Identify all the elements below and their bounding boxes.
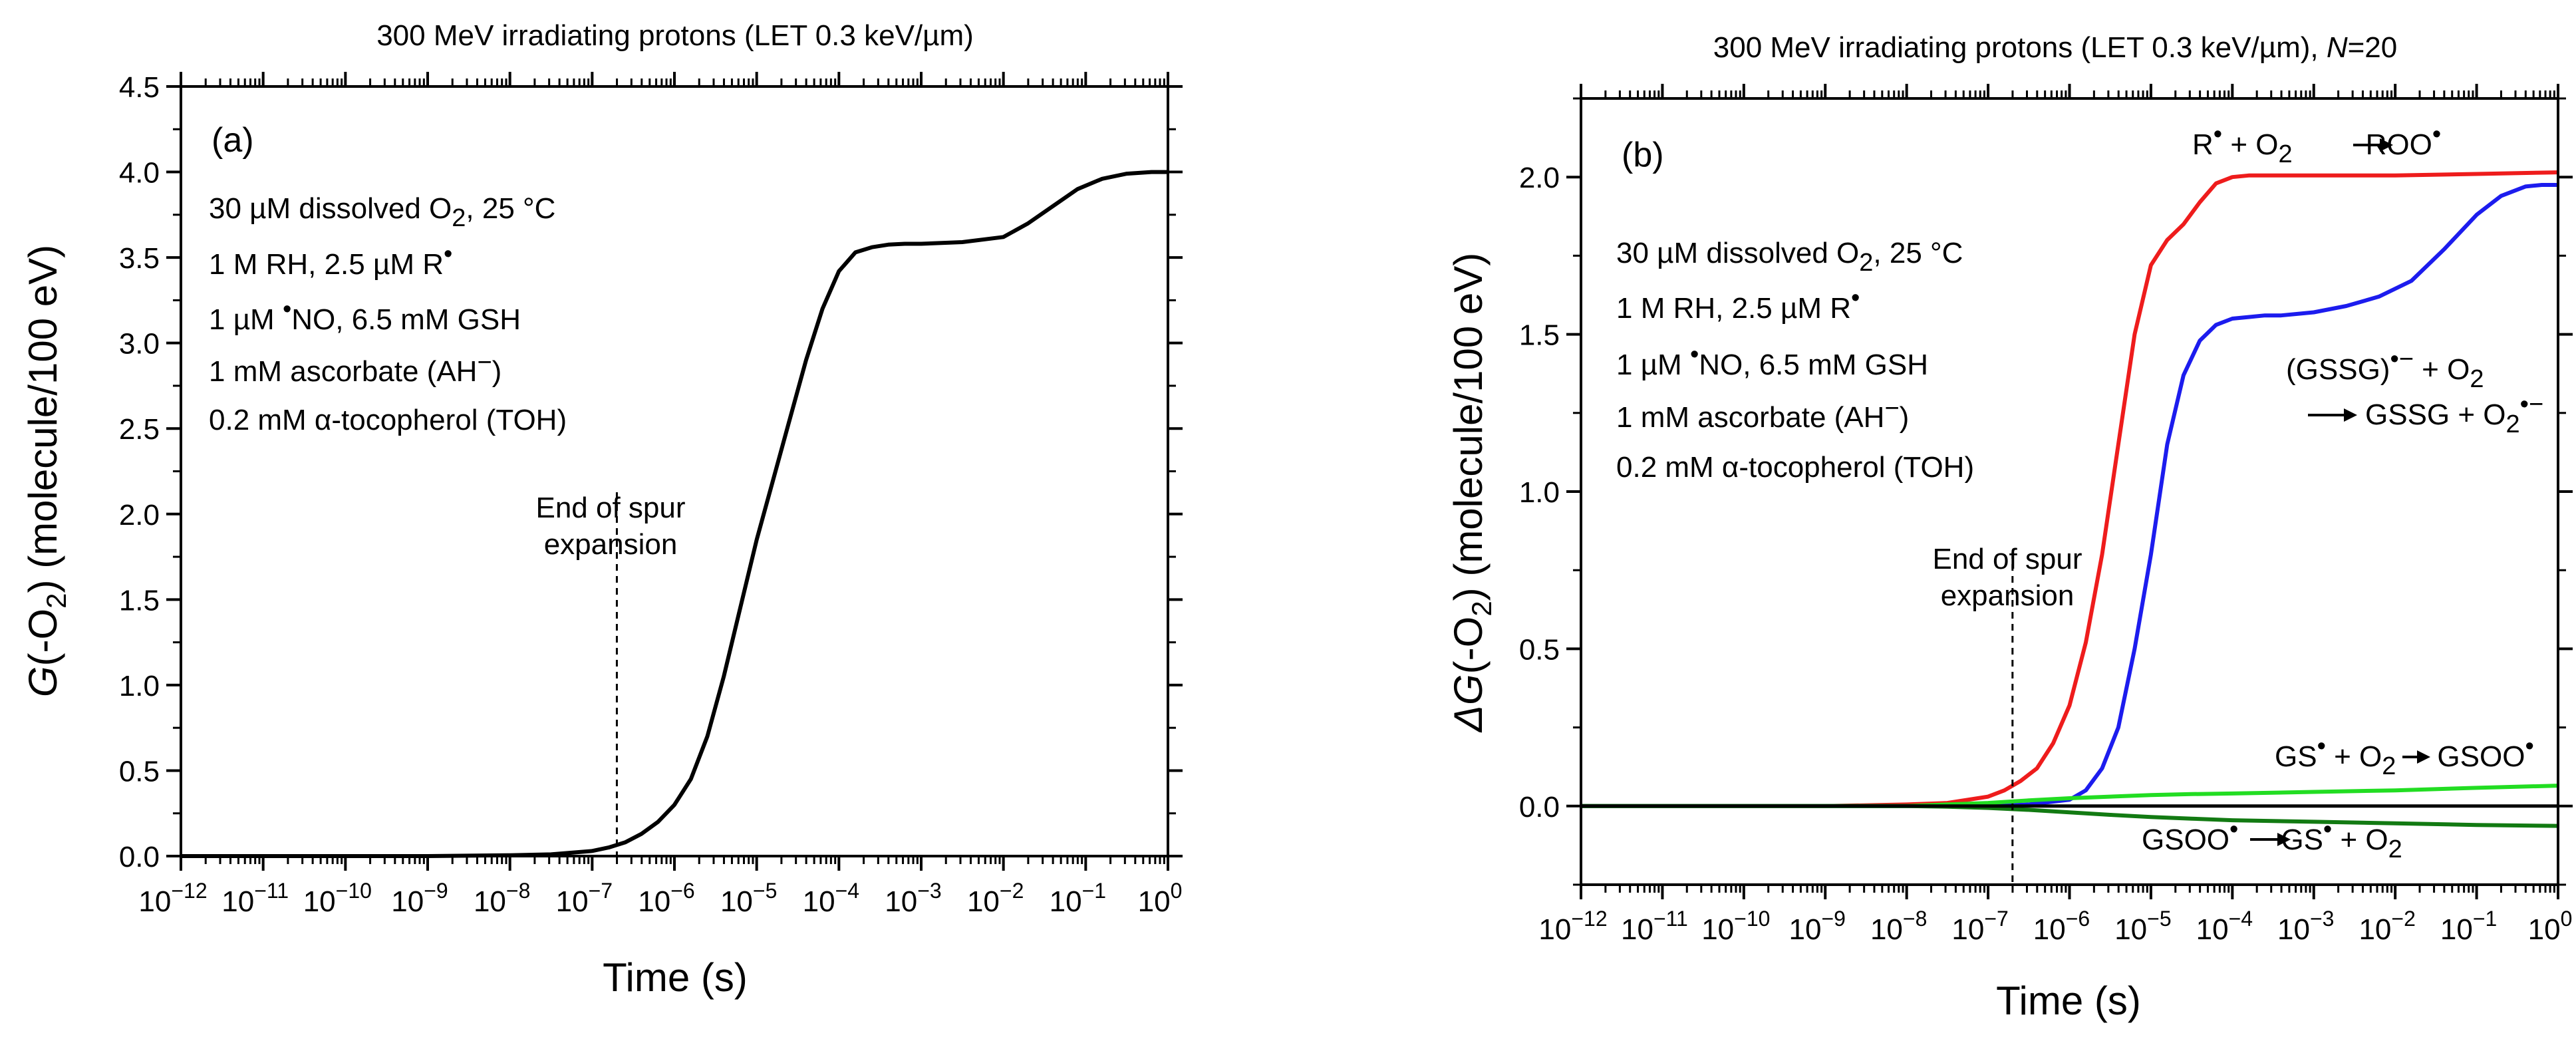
x-tick-label: 10−10 bbox=[303, 879, 372, 918]
y-tick-label: 2.0 bbox=[119, 499, 160, 531]
y-tick-label: 1.5 bbox=[119, 584, 160, 617]
condition-a-5: 0.2 mM α-tocopherol (TOH) bbox=[209, 404, 567, 436]
reaction-label-gssg-2: GSSG + O2•− bbox=[2365, 390, 2543, 438]
x-tick-label: 10−8 bbox=[474, 879, 530, 918]
spur-marker-label-a-2: expansion bbox=[544, 528, 678, 561]
spur-marker-label-b-1: End of spur bbox=[1932, 543, 2082, 575]
y-tick-label: 0.0 bbox=[119, 841, 160, 873]
x-tick-label: 10−11 bbox=[1621, 907, 1688, 946]
x-axis-label-b: Time (s) bbox=[1996, 978, 2141, 1023]
reaction-label-r-roo: R• + O2 ROO• bbox=[2192, 120, 2441, 168]
y-tick-label: 2.0 bbox=[1519, 162, 1560, 194]
y-tick-label: 1.0 bbox=[119, 670, 160, 702]
arrow-gssg-head bbox=[2344, 408, 2357, 422]
x-tick-label: 10−7 bbox=[556, 879, 613, 918]
y-axis-label-a: G(-O2) (molecule/100 eV) bbox=[21, 245, 72, 697]
y-tick-label: 0.5 bbox=[119, 755, 160, 788]
condition-b-5: 0.2 mM α-tocopherol (TOH) bbox=[1616, 451, 1974, 484]
y-tick-label: 4.0 bbox=[119, 157, 160, 190]
y-tick-label: 3.5 bbox=[119, 242, 160, 275]
chart-title-b: 300 MeV irradiating protons (LET 0.3 keV… bbox=[1713, 31, 2398, 64]
y-tick-label: 1.5 bbox=[1519, 319, 1560, 352]
y-tick-label: 0.0 bbox=[1519, 791, 1560, 823]
x-tick-label: 10−8 bbox=[1870, 907, 1927, 946]
x-tick-label: 10−1 bbox=[1050, 879, 1106, 918]
panel-label-a: (a) bbox=[212, 121, 254, 160]
y-tick-label: 3.0 bbox=[119, 328, 160, 361]
x-tick-label: 10−2 bbox=[2359, 907, 2415, 946]
x-tick-label: 10−4 bbox=[803, 879, 859, 918]
series-line bbox=[181, 170, 1168, 858]
series-group-b bbox=[1581, 170, 2559, 828]
x-tick-label: 10−12 bbox=[138, 879, 207, 918]
plot-frame-a bbox=[180, 85, 1169, 857]
x-axis-label-a: Time (s) bbox=[603, 955, 748, 1000]
x-tick-label: 10−3 bbox=[2277, 907, 2334, 946]
x-tick-labels-b: 10−12 10−11 10−10 10−9 10−8 10−7 10−6 10−5 10−4 1… bbox=[1538, 907, 2572, 946]
axis-ticks-b bbox=[1566, 84, 2573, 899]
condition-a-2: 1 M RH, 2.5 µM R• bbox=[209, 240, 452, 281]
x-tick-label: 10−2 bbox=[967, 879, 1024, 918]
x-tick-label: 10−10 bbox=[1701, 907, 1770, 946]
condition-a-3: 1 µM •NO, 6.5 mM GSH bbox=[209, 295, 521, 336]
x-tick-label: 10−3 bbox=[885, 879, 941, 918]
spur-marker-label-a-1: End of spur bbox=[535, 492, 685, 524]
condition-b-3: 1 µM •NO, 6.5 mM GSH bbox=[1616, 341, 1928, 381]
x-tick-label: 10−12 bbox=[1538, 907, 1607, 946]
arrow-gsoo-gs-head bbox=[2277, 833, 2291, 846]
y-tick-label: 4.5 bbox=[119, 71, 160, 104]
x-tick-label: 10−9 bbox=[1789, 907, 1846, 946]
chart-panel-b: 300 MeV irradiating protons (LET 0.3 keV… bbox=[1446, 31, 2573, 1023]
x-tick-label: 10−5 bbox=[2114, 907, 2171, 946]
x-tick-label: 10−6 bbox=[2033, 907, 2090, 946]
x-tick-label: 10−11 bbox=[221, 879, 289, 918]
y-tick-labels-a: 0.0 0.5 1.0 1.5 2.0 2.5 3.0 3.5 4.0 4.5 bbox=[119, 71, 160, 873]
x-tick-label: 10−7 bbox=[1951, 907, 2008, 946]
series-line bbox=[1581, 804, 2559, 828]
y-axis-label-b: ΔG(-O2) (molecule/100 eV) bbox=[1446, 253, 1497, 734]
x-tick-label: 10−4 bbox=[2196, 907, 2253, 946]
series-group-a bbox=[181, 170, 1168, 858]
x-tick-label: 10−9 bbox=[391, 879, 448, 918]
y-tick-label: 1.0 bbox=[1519, 476, 1560, 509]
condition-a-1: 30 µM dissolved O2, 25 °C bbox=[209, 192, 555, 232]
x-tick-label: 100 bbox=[1138, 879, 1183, 918]
x-tick-label: 10−5 bbox=[720, 879, 777, 918]
condition-b-4: 1 mM ascorbate (AH−) bbox=[1616, 394, 1909, 434]
plot-frame-b bbox=[1580, 97, 2559, 886]
arrow-r-roo-head bbox=[2380, 138, 2393, 152]
condition-b-2: 1 M RH, 2.5 µM R• bbox=[1616, 284, 1860, 325]
reaction-label-gssg-1: (GSSG)•− + O2 bbox=[2286, 345, 2484, 393]
series-line bbox=[1581, 784, 2559, 808]
series-line bbox=[1581, 183, 2558, 808]
y-tick-label: 0.5 bbox=[1519, 633, 1560, 666]
arrow-gs-gsoo-head bbox=[2417, 750, 2430, 764]
x-tick-labels-a: 10−12 10−11 10−10 10−9 10−8 10−7 10−6 10−5 10−4 1… bbox=[138, 879, 1182, 918]
reaction-label-gs-gsoo: GS• + O2 GSOO• bbox=[2275, 732, 2534, 780]
series-line bbox=[1581, 170, 2559, 808]
chart-title-a: 300 MeV irradiating protons (LET 0.3 keV… bbox=[376, 19, 974, 52]
y-tick-label: 2.5 bbox=[119, 413, 160, 446]
x-tick-label: 10−6 bbox=[638, 879, 694, 918]
spur-marker-label-b-2: expansion bbox=[1941, 579, 2075, 612]
condition-b-1: 30 µM dissolved O2, 25 °C bbox=[1616, 237, 1963, 277]
condition-a-4: 1 mM ascorbate (AH−) bbox=[209, 349, 501, 388]
x-tick-label: 10−1 bbox=[2440, 907, 2497, 946]
y-tick-labels-b: 0.0 0.5 1.0 1.5 2.0 bbox=[1519, 162, 1560, 823]
panel-label-b: (b) bbox=[1622, 136, 1664, 174]
chart-panel-a: 300 MeV irradiating protons (LET 0.3 keV… bbox=[21, 19, 1183, 1000]
x-tick-label: 100 bbox=[2528, 907, 2573, 946]
